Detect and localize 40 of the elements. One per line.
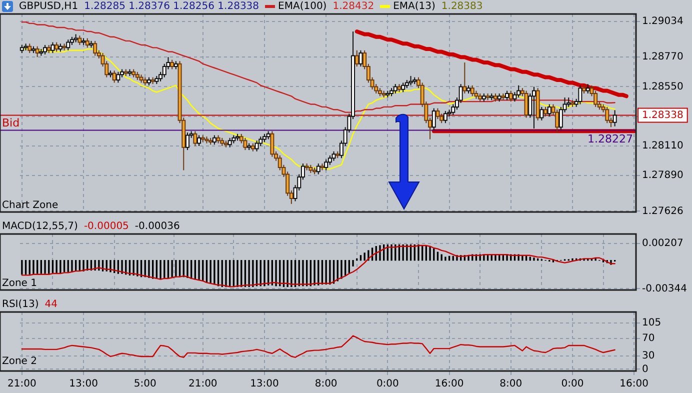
x-tick-label: 21:00 — [8, 378, 36, 390]
y-tick-label: 1.29034 — [642, 16, 684, 28]
chart-title: RSI(13) — [2, 298, 39, 311]
y-tick-label: 105 — [642, 318, 662, 329]
x-tick-label: 13:00 — [69, 378, 98, 390]
x-tick-label: 8:00 — [314, 378, 338, 390]
chart-title: GBPUSD,H1 — [19, 0, 78, 13]
x-tick-label: 21:00 — [188, 378, 218, 390]
y-tick-label: -0.00344 — [642, 283, 687, 294]
x-tick-label: 16:00 — [434, 378, 464, 390]
annotation: Zone 1 — [2, 277, 37, 290]
x-tick-label: 16:00 — [620, 378, 648, 390]
legend-label: EMA(100) — [278, 0, 327, 13]
text: -0.00036 — [134, 220, 180, 233]
x-tick-label: 8:00 — [500, 378, 522, 390]
text: 1.28383 — [441, 0, 483, 13]
text: -0.00005 — [84, 220, 129, 233]
x-tick-label: 5:00 — [134, 378, 156, 390]
y-tick-label: 0.00207 — [642, 238, 684, 249]
y-tick-label: 1.28110 — [642, 140, 684, 152]
y-tick-label: 70 — [642, 333, 655, 344]
text: 44 — [44, 298, 58, 311]
text: 1.28285 1.28376 1.28256 1.28338 — [84, 0, 260, 13]
y-tick-label: 1.27890 — [642, 170, 684, 182]
y-tick-label: 30 — [642, 350, 655, 362]
text: 1.28338 — [642, 110, 684, 121]
y-tick-label: 1.28550 — [642, 81, 684, 92]
annotation: Chart Zone — [2, 199, 58, 212]
ref-line-label: Bid — [2, 116, 20, 130]
x-tick-label: 0:00 — [561, 378, 584, 390]
y-tick-label: 1.28770 — [642, 52, 684, 63]
x-tick-label: 13:00 — [250, 378, 279, 390]
legend-label: EMA(13) — [393, 0, 436, 13]
annotation: Zone 2 — [2, 355, 37, 368]
ref-line-label: 1.28227 — [588, 132, 633, 146]
y-tick-label: 0 — [642, 364, 648, 375]
chart-title: MACD(12,55,7) — [2, 220, 78, 233]
y-tick-label: 1.27626 — [642, 206, 684, 217]
x-tick-label: 0:00 — [376, 378, 399, 390]
text: 1.28432 — [332, 0, 374, 13]
